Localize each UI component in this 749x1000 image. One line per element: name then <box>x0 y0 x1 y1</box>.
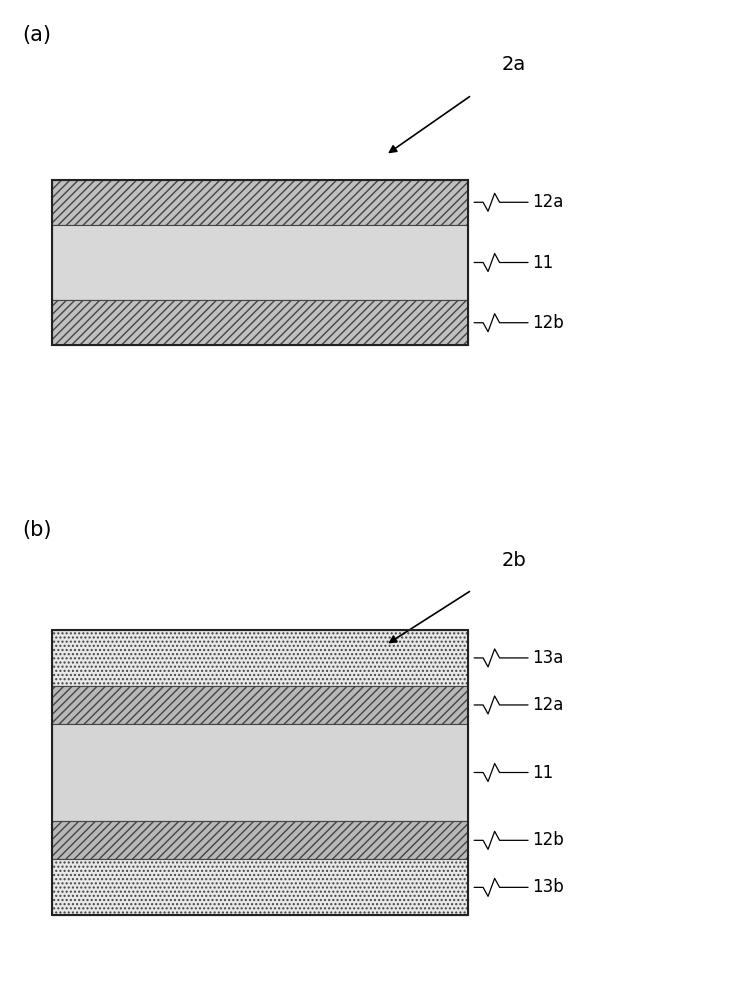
Text: 2a: 2a <box>502 55 526 75</box>
Bar <box>52 821 468 859</box>
Bar <box>52 859 468 915</box>
Text: 2b: 2b <box>502 550 527 570</box>
Text: 11: 11 <box>532 764 553 782</box>
Text: 12b: 12b <box>532 314 563 332</box>
Bar <box>52 630 468 915</box>
Text: 13a: 13a <box>532 649 563 667</box>
Bar <box>52 180 468 345</box>
Text: 12b: 12b <box>532 831 563 849</box>
Bar <box>52 630 468 686</box>
Bar <box>52 180 468 225</box>
Text: (a): (a) <box>22 25 52 45</box>
Bar <box>52 300 468 345</box>
Text: 12a: 12a <box>532 193 563 211</box>
Bar <box>52 724 468 821</box>
Bar <box>52 225 468 300</box>
Bar <box>52 686 468 724</box>
Text: 12a: 12a <box>532 696 563 714</box>
Text: 11: 11 <box>532 253 553 271</box>
Text: (b): (b) <box>22 520 52 540</box>
Text: 13b: 13b <box>532 878 563 896</box>
